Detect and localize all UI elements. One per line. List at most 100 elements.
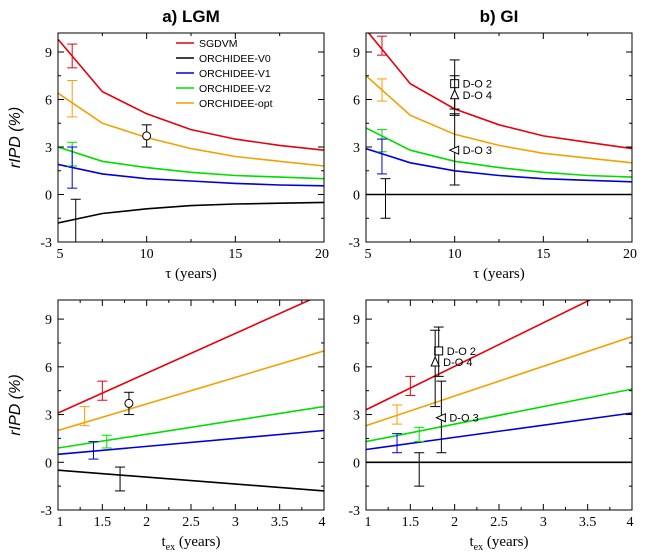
series-line-orchidee-v1 [366, 147, 632, 183]
y-tick-label: 3 [353, 141, 360, 156]
plot-frame [57, 299, 325, 511]
marker-label: D-O 2 [447, 346, 476, 358]
legend-entry: ORCHIDEE-V0 [199, 53, 271, 65]
legend-entry: ORCHIDEE-V1 [199, 68, 271, 80]
x-axis-label-main: τ (years) [473, 266, 524, 282]
error-bar [67, 80, 78, 118]
x-tick-label: 2.5 [182, 515, 200, 530]
y-tick-label: 9 [353, 313, 360, 328]
error-bar [67, 146, 78, 189]
x-axis-label-subscript: ex [166, 542, 175, 552]
error-bar [405, 375, 416, 396]
x-tick-label: 10 [448, 247, 462, 262]
panel-a_tex: rIPD (%) -3 0 3 6 9 1 1.5 2 2.5 3 3.5 4 tex (years) [7, 299, 326, 552]
marker-label: D-O 4 [463, 90, 492, 102]
legend: SGDVM ORCHIDEE-V0 ORCHIDEE-V1 ORCHIDEE-V2 OR… [176, 38, 273, 110]
error-bar [79, 406, 90, 427]
x-tick-label: 1.5 [94, 515, 112, 530]
error-bar [380, 178, 391, 219]
y-tick-label: 0 [353, 456, 360, 471]
marker-label: D-O 3 [449, 413, 478, 425]
series-line-orchidee-v1 [58, 429, 324, 456]
error-bar [67, 43, 78, 69]
x-axis-label: tex (years) [161, 534, 220, 552]
y-tick-label: 9 [45, 313, 52, 328]
x-tick-label: 2 [451, 515, 458, 530]
y-tick-label: -3 [348, 236, 360, 251]
panel-b_tau: b) GI D-O 2D-O 4 D-O 3 -3 0 3 6 9 5 10 15 20 τ (year… [348, 7, 637, 282]
series-line-orchidee-v2 [58, 405, 324, 449]
x-tick-label: 3.5 [271, 515, 289, 530]
series-line-orchidee-opt [366, 335, 632, 427]
series-group [366, 33, 632, 196]
error-bar [376, 35, 387, 56]
plot-frame [365, 32, 633, 243]
series-group [58, 300, 324, 492]
x-axis-label: τ (years) [473, 266, 524, 282]
plot-frame [57, 32, 325, 243]
y-tick-label: -3 [348, 504, 360, 519]
y-tick-label: 3 [45, 141, 52, 156]
series-line-sgdvm [58, 38, 324, 151]
series-group [366, 300, 632, 464]
y-tick-label: 3 [45, 409, 52, 424]
panel-a_tau: a) LGM rIPD (%) -3 0 3 6 9 5 10 15 20 τ (years) SGDV… [7, 7, 329, 282]
x-tick-label: 4 [319, 515, 326, 530]
series-line-sgdvm [366, 300, 592, 411]
x-tick-label: 5 [365, 247, 372, 262]
y-tick-label: -3 [40, 236, 52, 251]
series-line-orchidee-opt [58, 92, 324, 167]
x-tick-label: 5 [57, 247, 64, 262]
y-tick-label: 0 [353, 189, 360, 204]
panel-b_tex: D-O 2D-O 4 D-O 3 -3 0 3 6 9 1 1.5 2 2.5 3 3.5 4 tex (y… [348, 299, 634, 552]
y-tick-label: 6 [45, 361, 52, 376]
x-axis-label-rest: (years) [483, 534, 528, 550]
error-bar [97, 380, 108, 401]
data-point-triangle-up [449, 88, 460, 100]
plot-frame [365, 299, 633, 511]
error-bar [376, 78, 387, 102]
series-line-orchidee-v1 [366, 412, 632, 451]
error-bar [414, 426, 425, 443]
panel-title: a) LGM [162, 7, 220, 26]
x-tick-label: 1 [57, 515, 64, 530]
series-line-orchidee-v0 [58, 469, 324, 492]
y-tick-label: 9 [45, 46, 52, 61]
data-point-circle [142, 131, 152, 141]
series-line-orchidee-v2 [58, 146, 324, 180]
data-point-circle [124, 398, 134, 408]
x-tick-label: 3.5 [579, 515, 597, 530]
error-bar [101, 434, 112, 449]
x-tick-label: 20 [315, 247, 329, 262]
x-axis-label-subscript: ex [474, 542, 483, 552]
marker-label: D-O 2 [463, 79, 492, 91]
x-tick-label: 10 [140, 247, 154, 262]
y-tick-label: 6 [353, 94, 360, 109]
x-tick-label: 2 [143, 515, 150, 530]
x-tick-label: 3 [232, 515, 239, 530]
series-group [58, 38, 324, 224]
series-line-orchidee-v1 [58, 163, 324, 187]
series-line-orchidee-opt [58, 350, 324, 432]
series-line-orchidee-v2 [366, 388, 632, 443]
x-tick-label: 3 [540, 515, 547, 530]
error-bar [392, 404, 403, 425]
y-tick-label: 9 [353, 46, 360, 61]
series-line-orchidee-v2 [366, 127, 632, 178]
legend-entry: ORCHIDEE-opt [199, 98, 273, 110]
marker-label: D-O 3 [463, 145, 492, 157]
marker-error-bar [430, 329, 441, 408]
y-tick-label: 0 [45, 189, 52, 204]
x-tick-label: 20 [623, 247, 637, 262]
x-tick-label: 15 [228, 247, 242, 262]
y-tick-label: 0 [45, 456, 52, 471]
x-axis-label-rest: (years) [175, 534, 220, 550]
y-tick-label: 6 [353, 361, 360, 376]
data-point-triangle-up [430, 355, 440, 367]
error-bar [115, 466, 126, 492]
x-tick-label: 1.5 [402, 515, 420, 530]
x-axis-label: τ (years) [165, 266, 216, 282]
legend-entry: ORCHIDEE-V2 [199, 83, 271, 95]
data-point-triangle-left [435, 412, 446, 423]
